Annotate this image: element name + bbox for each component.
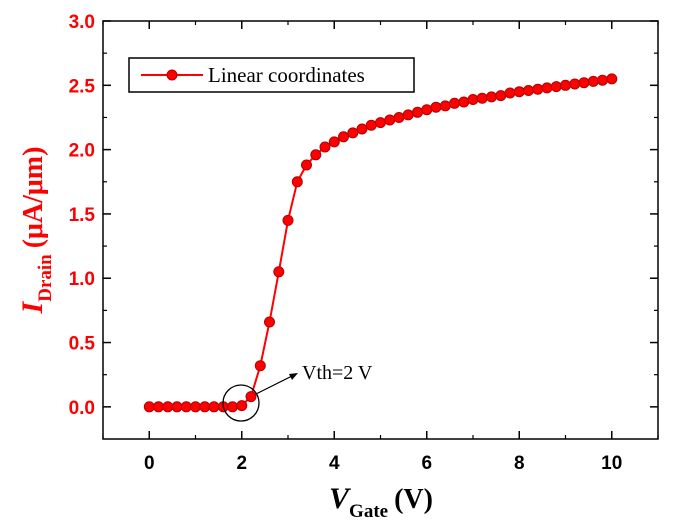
y-tick-label: 0.0: [69, 398, 95, 419]
data-point: [171, 401, 183, 413]
annotation-circle: [222, 384, 260, 422]
data-point: [143, 401, 155, 413]
y-tick-label: 3.0: [69, 12, 95, 33]
x-axis-title: VGate (V): [329, 482, 433, 522]
data-point: [449, 97, 460, 109]
x-axis-title-sub: Gate: [349, 501, 388, 522]
data-point: [153, 401, 164, 413]
data-point: [375, 117, 386, 129]
data-point: [338, 131, 349, 143]
data-point: [550, 81, 562, 93]
data-point: [532, 83, 544, 95]
data-point: [486, 91, 497, 103]
y-axis-title-unit: (μA/μm): [18, 147, 49, 249]
legend: Linear coordinates: [128, 57, 415, 93]
data-point: [421, 104, 433, 116]
data-point: [310, 149, 322, 161]
data-point: [402, 109, 414, 121]
data-point: [541, 82, 553, 94]
y-axis-title: IDrain (μA/μm): [16, 147, 56, 315]
x-tick-label: 6: [421, 453, 432, 474]
data-point: [227, 401, 238, 413]
data-point: [180, 401, 192, 413]
data-point: [393, 112, 405, 123]
data-point: [412, 106, 423, 118]
data-point: [356, 123, 368, 135]
data-point: [273, 266, 285, 278]
data-point: [301, 159, 312, 171]
x-tick-label: 4: [329, 453, 340, 474]
x-tick-label: 0: [144, 453, 155, 474]
data-point: [254, 360, 266, 372]
legend-label: Linear coordinates: [208, 63, 365, 87]
y-tick-label: 2.0: [69, 141, 95, 162]
annotation-arrowhead: [289, 373, 298, 380]
data-point: [162, 401, 174, 413]
data-point: [560, 79, 571, 91]
data-point: [569, 78, 581, 90]
data-point: [328, 136, 340, 148]
svg-text:VGate(V): VGate (V): [329, 482, 433, 522]
annotation-vth: Vth=2 V: [222, 362, 373, 422]
y-tick-label: 2.5: [69, 76, 96, 97]
data-point: [458, 96, 470, 108]
y-tick-label: 1.0: [69, 269, 95, 290]
x-tick-label: 10: [601, 453, 622, 474]
x-tick-label: 8: [514, 453, 525, 474]
data-point: [513, 86, 525, 98]
legend-marker: [166, 69, 178, 81]
data-point: [495, 90, 507, 102]
data-point: [208, 401, 220, 413]
x-axis-title-unit: (V): [394, 484, 433, 515]
x-axis-title-main: V: [329, 482, 352, 515]
annotation-arrow: [255, 373, 297, 395]
data-point: [291, 176, 303, 188]
data-point: [597, 74, 608, 86]
data-point: [523, 85, 534, 96]
data-point: [282, 214, 294, 226]
data-point: [467, 94, 479, 105]
x-tick-label: 2: [236, 453, 247, 474]
y-tick-label: 0.5: [69, 334, 96, 355]
svg-text:IDrain(μA/μm): IDrain (μA/μm): [16, 147, 56, 315]
data-point: [384, 114, 396, 126]
y-axis-title-sub: Drain: [35, 254, 56, 302]
data-point: [365, 119, 377, 131]
y-axis-title-main: I: [16, 300, 49, 314]
data-point: [476, 92, 488, 104]
data-point: [199, 401, 211, 413]
data-point: [236, 400, 248, 412]
data-point: [245, 391, 257, 403]
data-point: [430, 101, 442, 113]
data-point: [347, 127, 359, 139]
data-point: [578, 77, 590, 89]
annotation-label: Vth=2 V: [302, 362, 373, 384]
data-point: [264, 316, 275, 328]
data-point: [504, 87, 516, 99]
data-point: [190, 401, 201, 413]
data-point: [587, 75, 599, 87]
y-tick-label: 1.5: [69, 205, 96, 226]
data-point: [606, 73, 618, 85]
data-point: [319, 141, 331, 153]
data-point: [439, 100, 451, 112]
